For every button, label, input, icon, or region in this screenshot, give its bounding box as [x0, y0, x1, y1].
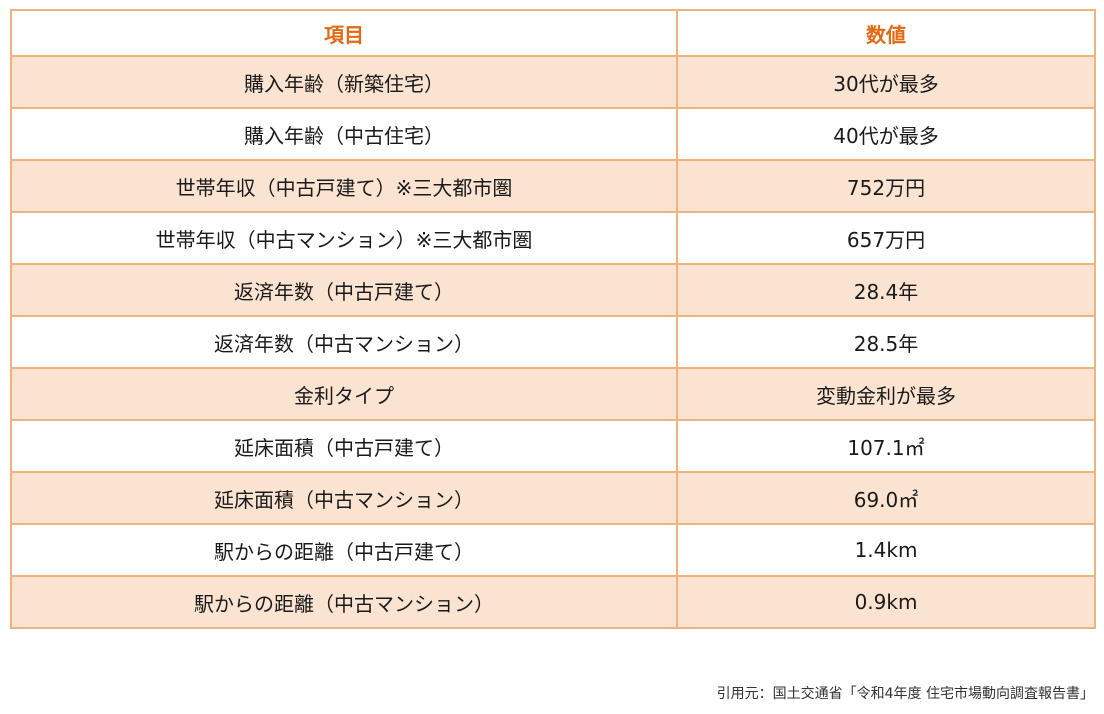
table-cell-item: 返済年数（中古マンション）	[10, 315, 678, 369]
table-row: 世帯年収（中古戸建て）※三大都市圏 752万円	[10, 159, 1096, 213]
table-cell-item: 金利タイプ	[10, 367, 678, 421]
table-row: 延床面積（中古マンション） 69.0㎡	[10, 471, 1096, 525]
table-row: 返済年数（中古マンション） 28.5年	[10, 315, 1096, 369]
table-cell-item: 返済年数（中古戸建て）	[10, 263, 678, 317]
table-cell-item: 購入年齢（中古住宅）	[10, 107, 678, 161]
column-header-value: 数値	[676, 9, 1096, 57]
table-cell-value: 30代が最多	[676, 55, 1096, 109]
table-cell-value: 1.4km	[676, 523, 1096, 577]
table-row: 駅からの距離（中古マンション） 0.9km	[10, 575, 1096, 629]
table-cell-value: 107.1㎡	[676, 419, 1096, 473]
table-row: 金利タイプ 変動金利が最多	[10, 367, 1096, 421]
table-cell-item: 延床面積（中古戸建て）	[10, 419, 678, 473]
table-cell-item: 世帯年収（中古戸建て）※三大都市圏	[10, 159, 678, 213]
table-row: 駅からの距離（中古戸建て） 1.4km	[10, 523, 1096, 577]
table-cell-value: 40代が最多	[676, 107, 1096, 161]
table-cell-value: 変動金利が最多	[676, 367, 1096, 421]
table-cell-value: 0.9km	[676, 575, 1096, 629]
table-cell-value: 28.5年	[676, 315, 1096, 369]
table-cell-item: 延床面積（中古マンション）	[10, 471, 678, 525]
table-cell-item: 駅からの距離（中古マンション）	[10, 575, 678, 629]
table-row: 延床面積（中古戸建て） 107.1㎡	[10, 419, 1096, 473]
table-cell-value: 752万円	[676, 159, 1096, 213]
table-row: 購入年齢（新築住宅） 30代が最多	[10, 55, 1096, 109]
table-row: 返済年数（中古戸建て） 28.4年	[10, 263, 1096, 317]
table-cell-item: 駅からの距離（中古戸建て）	[10, 523, 678, 577]
table-cell-value: 69.0㎡	[676, 471, 1096, 525]
table-cell-item: 購入年齢（新築住宅）	[10, 55, 678, 109]
table-row: 世帯年収（中古マンション）※三大都市圏 657万円	[10, 211, 1096, 265]
table-cell-value: 657万円	[676, 211, 1096, 265]
source-citation: 引用元：国土交通省「令和4年度 住宅市場動向調査報告書」	[716, 686, 1094, 702]
table-cell-value: 28.4年	[676, 263, 1096, 317]
table-row: 購入年齢（中古住宅） 40代が最多	[10, 107, 1096, 161]
table-header-row: 項目 数値	[10, 9, 1096, 57]
housing-statistics-table: 項目 数値 購入年齢（新築住宅） 30代が最多 購入年齢（中古住宅） 40代が最…	[10, 9, 1096, 629]
column-header-item: 項目	[10, 9, 678, 57]
data-table-container: 項目 数値 購入年齢（新築住宅） 30代が最多 購入年齢（中古住宅） 40代が最…	[10, 9, 1096, 629]
table-cell-item: 世帯年収（中古マンション）※三大都市圏	[10, 211, 678, 265]
